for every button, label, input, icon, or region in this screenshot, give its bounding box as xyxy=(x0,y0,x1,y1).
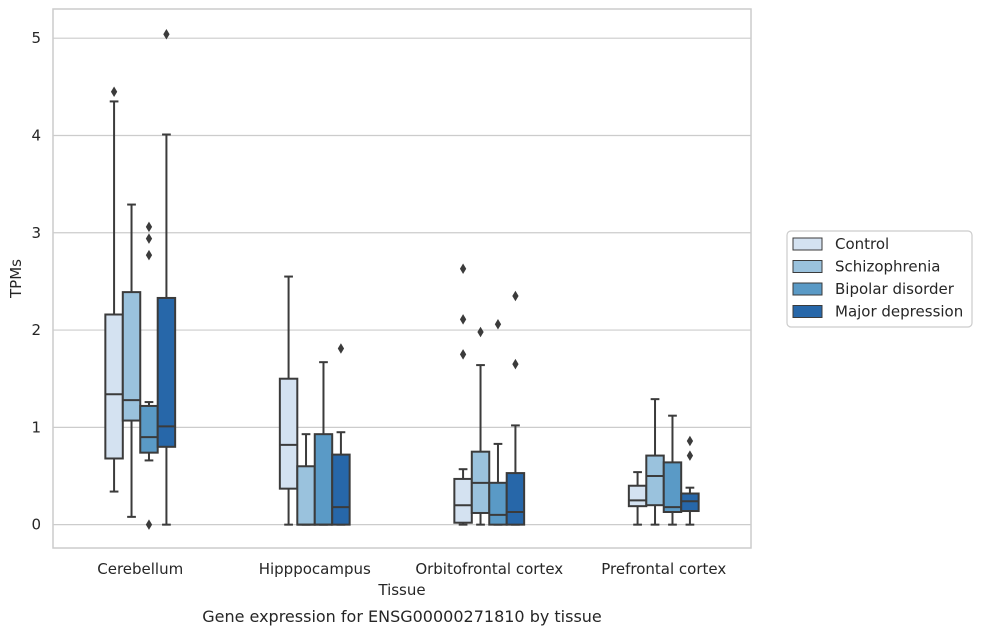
outlier-point xyxy=(459,314,467,325)
y-tick-label: 3 xyxy=(31,224,41,242)
box-1-1 xyxy=(296,433,316,526)
box-iqr xyxy=(662,461,683,514)
box-iqr xyxy=(121,291,142,422)
outlier-point xyxy=(686,435,694,447)
box-iqr xyxy=(645,454,665,507)
outlier-point xyxy=(145,233,153,244)
outlier-point xyxy=(477,326,484,338)
box-plot-area xyxy=(104,29,700,530)
box-3-2 xyxy=(662,414,683,526)
box-iqr xyxy=(156,296,177,448)
box-2-2 xyxy=(488,318,508,526)
y-tick-label: 4 xyxy=(31,126,41,144)
legend-swatch xyxy=(792,305,823,318)
outlier-point xyxy=(494,318,502,330)
x-tick-label: Hipppocampus xyxy=(259,560,371,578)
legend-swatch xyxy=(792,260,823,273)
box-2-3 xyxy=(505,290,526,526)
outlier-point xyxy=(145,221,153,233)
box-0-0 xyxy=(104,86,124,493)
box-2-0 xyxy=(453,263,473,526)
box-iqr xyxy=(139,404,159,454)
box-iqr xyxy=(505,472,526,526)
outlier-point xyxy=(512,290,519,302)
box-1-0 xyxy=(278,275,299,526)
box-iqr xyxy=(104,313,124,460)
box-0-3 xyxy=(156,29,177,526)
chart-caption: Gene expression for ENSG00000271810 by t… xyxy=(202,607,602,626)
box-iqr xyxy=(488,481,508,526)
box-3-1 xyxy=(645,398,665,526)
plot-frame xyxy=(52,8,752,549)
legend-swatch xyxy=(792,282,823,296)
outlier-point xyxy=(512,358,519,370)
x-tick-label: Prefrontal cortex xyxy=(601,560,726,578)
box-3-3 xyxy=(680,435,700,526)
x-tick-label: Orbitofrontal cortex xyxy=(415,560,563,578)
legend-label: Control xyxy=(835,235,889,253)
box-3-0 xyxy=(627,471,648,526)
legend-label: Schizophrenia xyxy=(835,258,940,276)
outlier-point xyxy=(459,263,467,275)
legend-label: Bipolar disorder xyxy=(835,280,955,298)
y-tick-label: 1 xyxy=(31,418,41,436)
y-axis-label: TPMs xyxy=(7,259,25,299)
legend: Control Schizophrenia Bipolar disorder Majo… xyxy=(786,230,973,328)
box-1-3 xyxy=(331,343,351,526)
box-iqr xyxy=(453,477,473,524)
y-tick-label: 0 xyxy=(31,516,41,534)
box-iqr xyxy=(627,484,648,508)
outlier-point xyxy=(459,349,467,360)
legend-swatch xyxy=(792,237,823,251)
box-2-1 xyxy=(470,326,491,526)
x-axis-label: Tissue xyxy=(377,581,425,599)
box-1-2 xyxy=(313,361,334,526)
outlier-point xyxy=(337,343,345,354)
outlier-point xyxy=(145,249,153,261)
box-iqr xyxy=(278,377,299,490)
legend-label: Major depression xyxy=(835,303,963,321)
outlier-point xyxy=(686,450,694,461)
box-iqr xyxy=(296,465,316,526)
outlier-point xyxy=(110,86,118,97)
box-0-1 xyxy=(121,203,142,518)
legend-frame xyxy=(786,230,973,328)
box-iqr xyxy=(313,433,334,526)
y-tick-label: 2 xyxy=(31,321,41,339)
x-axis-ticks: Cerebellum Hipppocampus Orbitofrontal cort… xyxy=(97,560,726,578)
y-axis-ticks: 0 1 2 3 4 5 xyxy=(31,29,41,533)
y-tick-label: 5 xyxy=(31,29,41,47)
box-iqr xyxy=(331,453,351,526)
x-tick-label: Cerebellum xyxy=(97,560,183,578)
outlier-point xyxy=(163,29,170,40)
outlier-point xyxy=(145,519,153,530)
box-0-2 xyxy=(139,221,159,530)
